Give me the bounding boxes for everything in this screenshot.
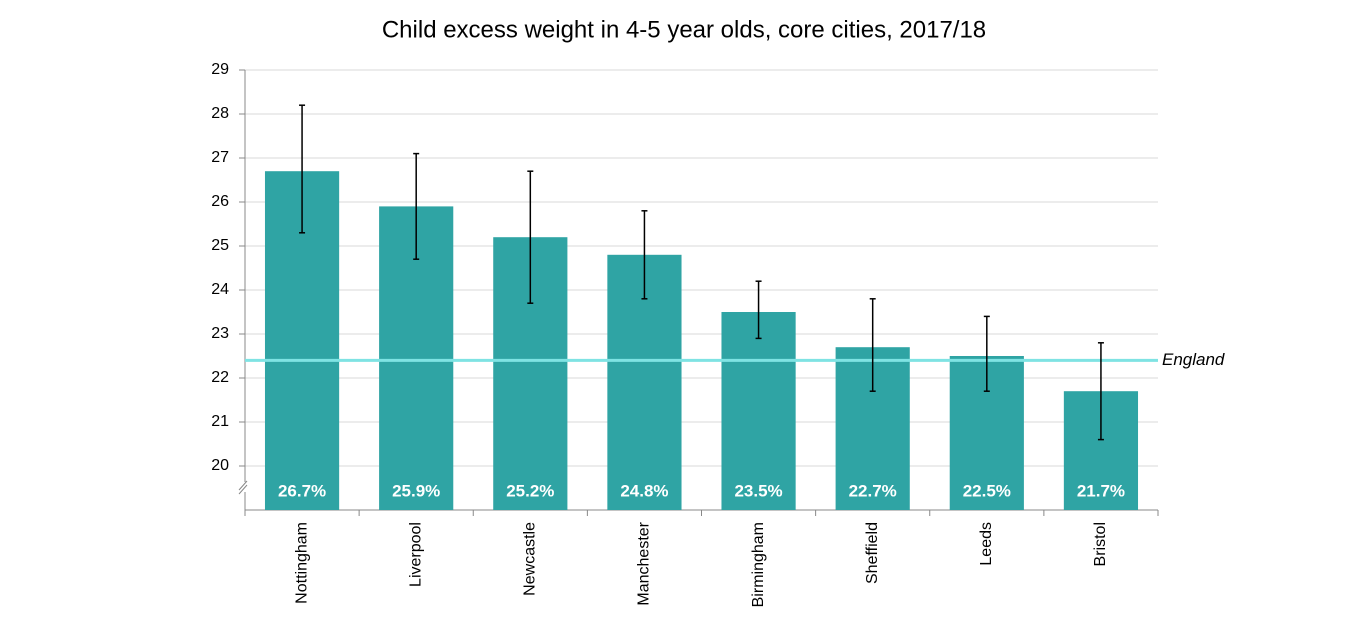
value-label: 21.7% [1077, 481, 1125, 500]
y-tick-label: 20 [211, 457, 229, 474]
chart-title: Child excess weight in 4-5 year olds, co… [382, 16, 986, 43]
x-tick-label: Manchester [636, 521, 653, 605]
value-label: 26.7% [278, 481, 326, 500]
value-label: 25.9% [392, 481, 440, 500]
x-tick-label: Birmingham [750, 522, 767, 607]
x-tick-label: Sheffield [864, 522, 881, 584]
x-tick-label: Nottingham [293, 522, 310, 604]
y-tick-label: 28 [211, 105, 229, 122]
x-tick-label: Bristol [1092, 522, 1109, 566]
x-tick-label: Newcastle [522, 522, 539, 596]
value-label: 22.5% [963, 481, 1011, 500]
value-label: 25.2% [506, 481, 554, 500]
value-label: 24.8% [620, 481, 668, 500]
y-tick-label: 26 [211, 193, 229, 210]
y-tick-label: 27 [211, 149, 229, 166]
y-tick-label: 22 [211, 369, 229, 386]
x-tick-label: Leeds [978, 522, 995, 566]
value-label: 22.7% [849, 481, 897, 500]
y-tick-label: 24 [211, 281, 229, 298]
y-tick-label: 25 [211, 237, 229, 254]
axis-break [238, 480, 252, 495]
bar [721, 312, 796, 510]
y-tick-label: 23 [211, 325, 229, 342]
value-label: 23.5% [734, 481, 782, 500]
reference-label: England [1162, 350, 1225, 369]
y-tick-label: 21 [211, 413, 229, 430]
x-tick-label: Liverpool [407, 522, 424, 587]
y-tick-label: 29 [211, 61, 229, 78]
